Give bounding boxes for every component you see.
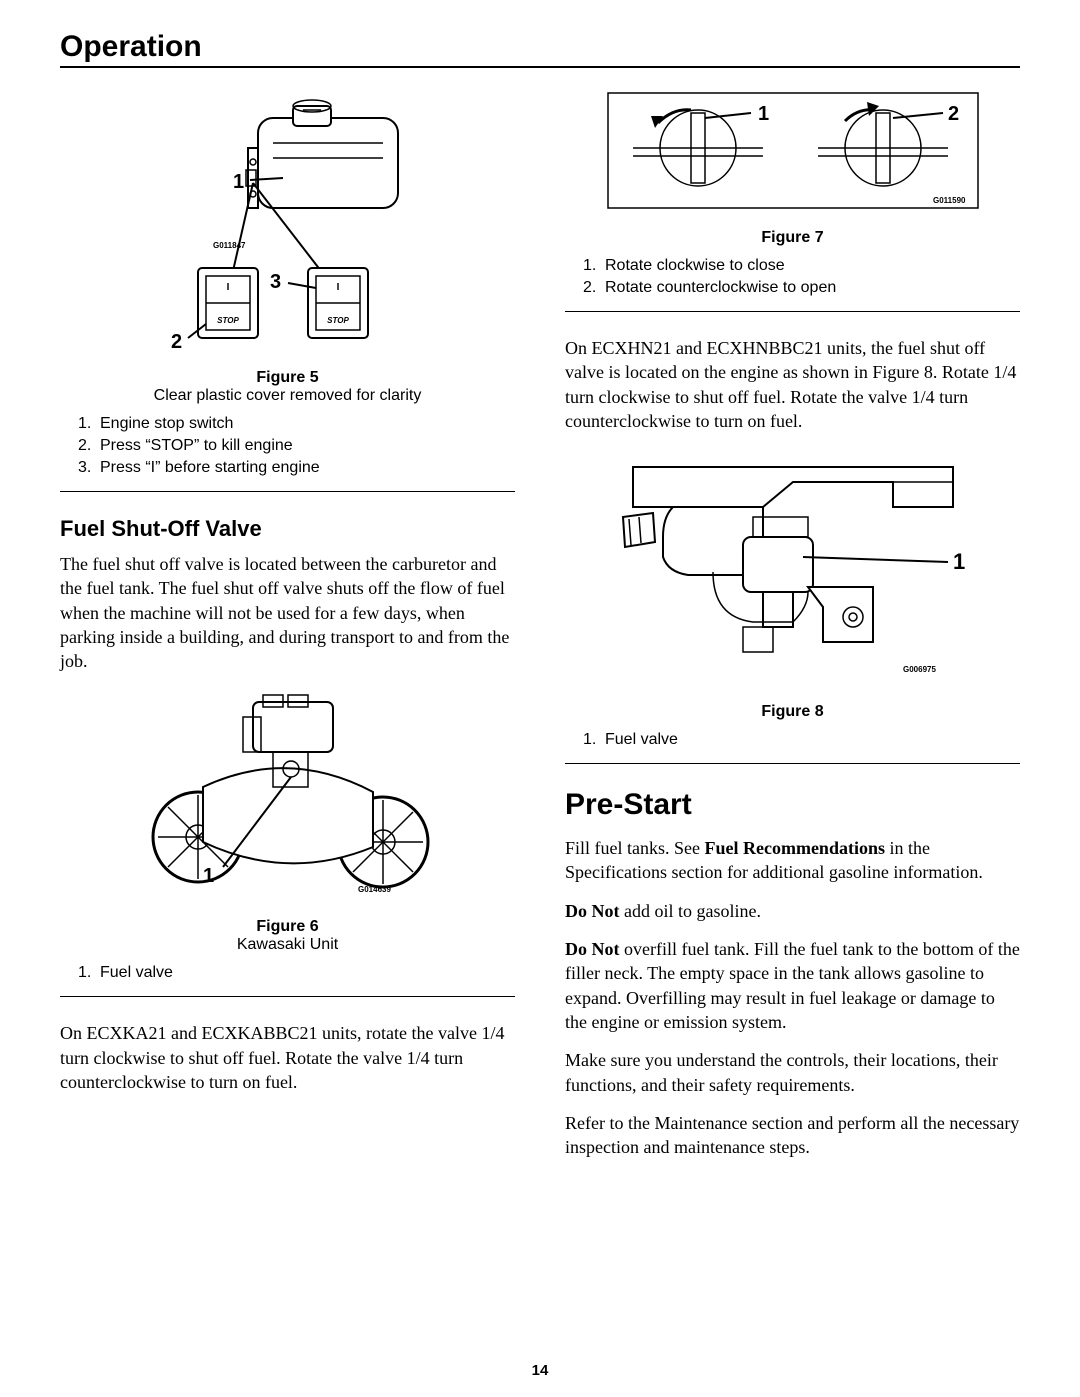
num-label: 2. — [78, 437, 91, 455]
list-text: Press “STOP” to kill engine — [100, 437, 293, 454]
num-label: 1. — [583, 731, 596, 749]
list-text: Fuel valve — [605, 731, 678, 748]
figure-6-block: 1 G014639 Figure 6 Kawasaki Unit — [60, 687, 515, 954]
list-item: 2. Rotate counterclockwise to open — [583, 279, 1020, 297]
divider — [60, 996, 515, 997]
text-span: add oil to gasoline. — [620, 901, 761, 921]
num-label: 1. — [583, 257, 596, 275]
figure-7-callout-1: 1 — [758, 103, 769, 125]
list-text: Press “I” before starting engine — [100, 459, 320, 476]
svg-text:I: I — [336, 282, 339, 293]
num-label: 1. — [78, 964, 91, 982]
list-item: 1. Engine stop switch — [78, 415, 515, 433]
fuel-shutoff-para: The fuel shut off valve is located betwe… — [60, 552, 515, 673]
figure-8-image: 1 G006975 — [593, 447, 993, 697]
stop-label-left: STOP — [217, 316, 239, 325]
list-item: 3. Press “I” before starting engine — [78, 459, 515, 477]
num-label: 1. — [78, 415, 91, 433]
right-para-1: On ECXHN21 and ECXHNBBC21 units, the fue… — [565, 336, 1020, 433]
figure-6-image: 1 G014639 — [143, 687, 433, 912]
figure-5-block: G011847 1 I STOP — [60, 88, 515, 405]
figure-5-subcaption: Clear plastic cover removed for clarity — [60, 387, 515, 405]
prestart-p3: Do Not overfill fuel tank. Fill the fuel… — [565, 937, 1020, 1034]
figure-8-callout-1: 1 — [953, 549, 965, 574]
figure-7-code: G011590 — [933, 196, 966, 205]
prestart-p4: Make sure you understand the controls, t… — [565, 1048, 1020, 1097]
text-span: overfill fuel tank. Fill the fuel tank t… — [565, 939, 1020, 1032]
list-item: 1. Rotate clockwise to close — [583, 257, 1020, 275]
figure-6-callout-1: 1 — [203, 865, 214, 887]
figure-5-image: G011847 1 I STOP — [138, 88, 438, 363]
list-item: 1. Fuel valve — [78, 964, 515, 982]
prestart-heading: Pre-Start — [565, 788, 1020, 822]
page-number: 14 — [532, 1362, 549, 1379]
figure-6-caption: Figure 6 — [60, 918, 515, 936]
figure-5-callout-3: 3 — [270, 271, 281, 293]
divider — [565, 311, 1020, 312]
figure-5-list: 1. Engine stop switch 2. Press “STOP” to k… — [60, 415, 515, 477]
bold-span: Fuel Recommendations — [704, 838, 884, 858]
figure-7-list: 1. Rotate clockwise to close 2. Rotate cou… — [565, 257, 1020, 297]
figure-6-code: G014639 — [358, 885, 391, 894]
bold-span: Do Not — [565, 901, 620, 921]
figure-8-list: 1. Fuel valve — [565, 731, 1020, 749]
figure-5-callout-2: 2 — [171, 331, 182, 353]
figure-5-code: G011847 — [213, 241, 246, 250]
figure-5-caption: Figure 5 — [60, 369, 515, 387]
svg-text:I: I — [226, 282, 229, 293]
section-heading: Operation — [60, 30, 1020, 68]
divider — [60, 491, 515, 492]
left-para-2: On ECXKA21 and ECXKABBC21 units, rotate … — [60, 1021, 515, 1094]
figure-8-caption: Figure 8 — [565, 703, 1020, 721]
list-text: Engine stop switch — [100, 415, 233, 432]
prestart-p1: Fill fuel tanks. See Fuel Recommendation… — [565, 836, 1020, 885]
figure-7-image: 1 2 G011590 — [603, 88, 983, 223]
figure-8-code: G006975 — [903, 665, 936, 674]
left-column: G011847 1 I STOP — [60, 88, 515, 1173]
figure-6-list: 1. Fuel valve — [60, 964, 515, 982]
fuel-shutoff-heading: Fuel Shut-Off Valve — [60, 516, 515, 542]
right-column: 1 2 G011590 Figure — [565, 88, 1020, 1173]
list-text: Rotate clockwise to close — [605, 257, 785, 274]
stop-label-right: STOP — [327, 316, 349, 325]
prestart-p2: Do Not add oil to gasoline. — [565, 899, 1020, 923]
list-text: Rotate counterclockwise to open — [605, 279, 836, 296]
figure-7-caption: Figure 7 — [565, 229, 1020, 247]
divider — [565, 763, 1020, 764]
text-span: Fill fuel tanks. See — [565, 838, 704, 858]
list-text: Fuel valve — [100, 964, 173, 981]
list-item: 1. Fuel valve — [583, 731, 1020, 749]
columns: G011847 1 I STOP — [60, 88, 1020, 1173]
figure-5-callout-1: 1 — [233, 171, 244, 193]
figure-7-callout-2: 2 — [948, 103, 959, 125]
prestart-p5: Refer to the Maintenance section and per… — [565, 1111, 1020, 1160]
num-label: 3. — [78, 459, 91, 477]
figure-8-block: 1 G006975 Figure 8 — [565, 447, 1020, 721]
bold-span: Do Not — [565, 939, 620, 959]
figure-7-block: 1 2 G011590 Figure — [565, 88, 1020, 247]
figure-6-subcaption: Kawasaki Unit — [60, 936, 515, 954]
num-label: 2. — [583, 279, 596, 297]
list-item: 2. Press “STOP” to kill engine — [78, 437, 515, 455]
